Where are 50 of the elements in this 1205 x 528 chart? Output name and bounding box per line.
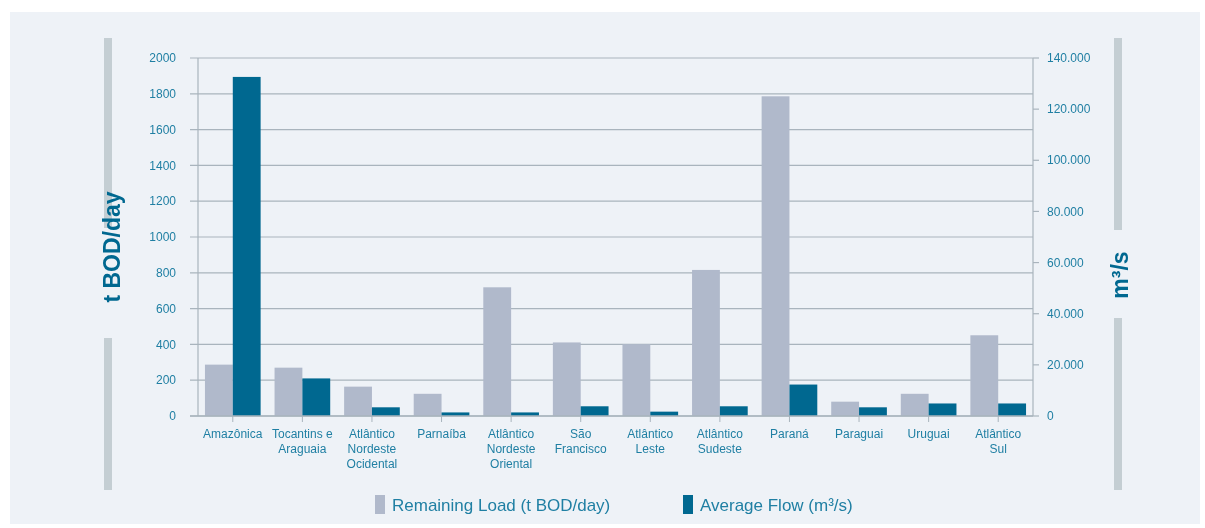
x-tick-label: Amazônica	[203, 427, 263, 441]
x-tick-label: Tocantins e Araguaia	[272, 427, 334, 456]
bar	[552, 342, 581, 416]
bar	[371, 407, 400, 416]
bar	[761, 96, 790, 416]
y2-tick-label: 40.000	[1047, 306, 1085, 321]
bar	[789, 384, 818, 416]
y-tick-label: 600	[155, 301, 177, 316]
x-tick-label: Atlântico Nordeste Ocidental	[346, 427, 398, 471]
bar	[719, 406, 748, 416]
y-axis-title: t BOD/day	[99, 191, 125, 303]
y-tick-label: 800	[155, 266, 177, 280]
legend-label: Remaining Load (t BOD/day)	[392, 496, 611, 515]
y2-axis-title: m³/s	[1107, 251, 1133, 299]
bar	[622, 344, 651, 416]
bar	[580, 406, 609, 416]
y-tick-label: 2000	[149, 51, 177, 66]
y-tick-label: 200	[155, 373, 177, 388]
y2-tick-label: 100.000	[1047, 153, 1091, 168]
bar	[970, 335, 999, 416]
legend-label: Average Flow (m³/s)	[700, 496, 853, 515]
y-tick-label: 400	[155, 337, 177, 352]
y2-tick-label: 60.000	[1047, 255, 1085, 270]
x-tick-label: Paraná	[770, 427, 810, 441]
bar	[413, 393, 442, 416]
x-tick-label: Atlântico Sudeste	[696, 427, 744, 456]
bar	[692, 269, 720, 416]
y-tick-label: 1200	[149, 194, 177, 209]
bar	[232, 76, 261, 416]
y2-tick-label: 0	[1047, 409, 1054, 424]
bar	[998, 403, 1027, 416]
bar	[483, 287, 512, 416]
y-tick-label: 1800	[149, 87, 177, 101]
bar	[344, 386, 372, 416]
y-tick-label: 0	[169, 409, 177, 424]
x-tick-label: São Francisco	[554, 427, 608, 456]
bar	[204, 364, 233, 416]
x-tick-label: Atlântico Leste	[627, 427, 674, 456]
y-tick-label: 1600	[149, 122, 177, 137]
x-tick-label: Parnaíba	[417, 427, 467, 441]
y2-tick-label: 20.000	[1047, 358, 1085, 373]
y-tick-label: 1400	[149, 158, 177, 173]
x-tick-label: Atlântico Nordeste Oriental	[486, 427, 536, 471]
x-tick-label: Atlântico Sul	[975, 427, 1022, 456]
y2-tick-label: 140.000	[1047, 51, 1091, 66]
x-tick-label: Uruguai	[907, 427, 950, 441]
y2-tick-label: 80.000	[1047, 204, 1085, 219]
x-tick-label: Paraguai	[835, 427, 884, 441]
y-tick-label: 1000	[149, 230, 177, 245]
y2-tick-label: 120.000	[1047, 102, 1091, 117]
